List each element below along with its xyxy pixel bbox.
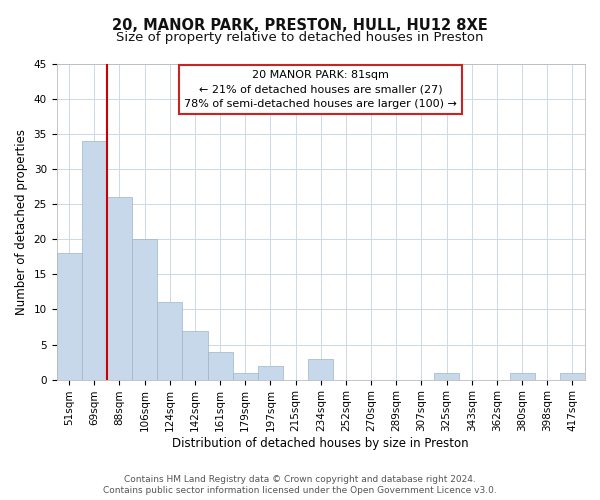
Text: Size of property relative to detached houses in Preston: Size of property relative to detached ho… <box>116 31 484 44</box>
Bar <box>233 372 258 380</box>
Bar <box>82 141 107 380</box>
Text: 20 MANOR PARK: 81sqm
← 21% of detached houses are smaller (27)
78% of semi-detac: 20 MANOR PARK: 81sqm ← 21% of detached h… <box>184 70 457 109</box>
Bar <box>56 254 82 380</box>
Y-axis label: Number of detached properties: Number of detached properties <box>15 129 28 315</box>
Text: 20, MANOR PARK, PRESTON, HULL, HU12 8XE: 20, MANOR PARK, PRESTON, HULL, HU12 8XE <box>112 18 488 32</box>
Bar <box>509 372 535 380</box>
Bar <box>560 372 585 380</box>
Bar <box>434 372 459 380</box>
X-axis label: Distribution of detached houses by size in Preston: Distribution of detached houses by size … <box>172 437 469 450</box>
Bar <box>208 352 233 380</box>
Bar <box>107 198 132 380</box>
Bar <box>182 330 208 380</box>
Text: Contains public sector information licensed under the Open Government Licence v3: Contains public sector information licen… <box>103 486 497 495</box>
Bar <box>308 358 334 380</box>
Bar <box>157 302 182 380</box>
Text: Contains HM Land Registry data © Crown copyright and database right 2024.: Contains HM Land Registry data © Crown c… <box>124 475 476 484</box>
Bar <box>258 366 283 380</box>
Bar <box>132 240 157 380</box>
